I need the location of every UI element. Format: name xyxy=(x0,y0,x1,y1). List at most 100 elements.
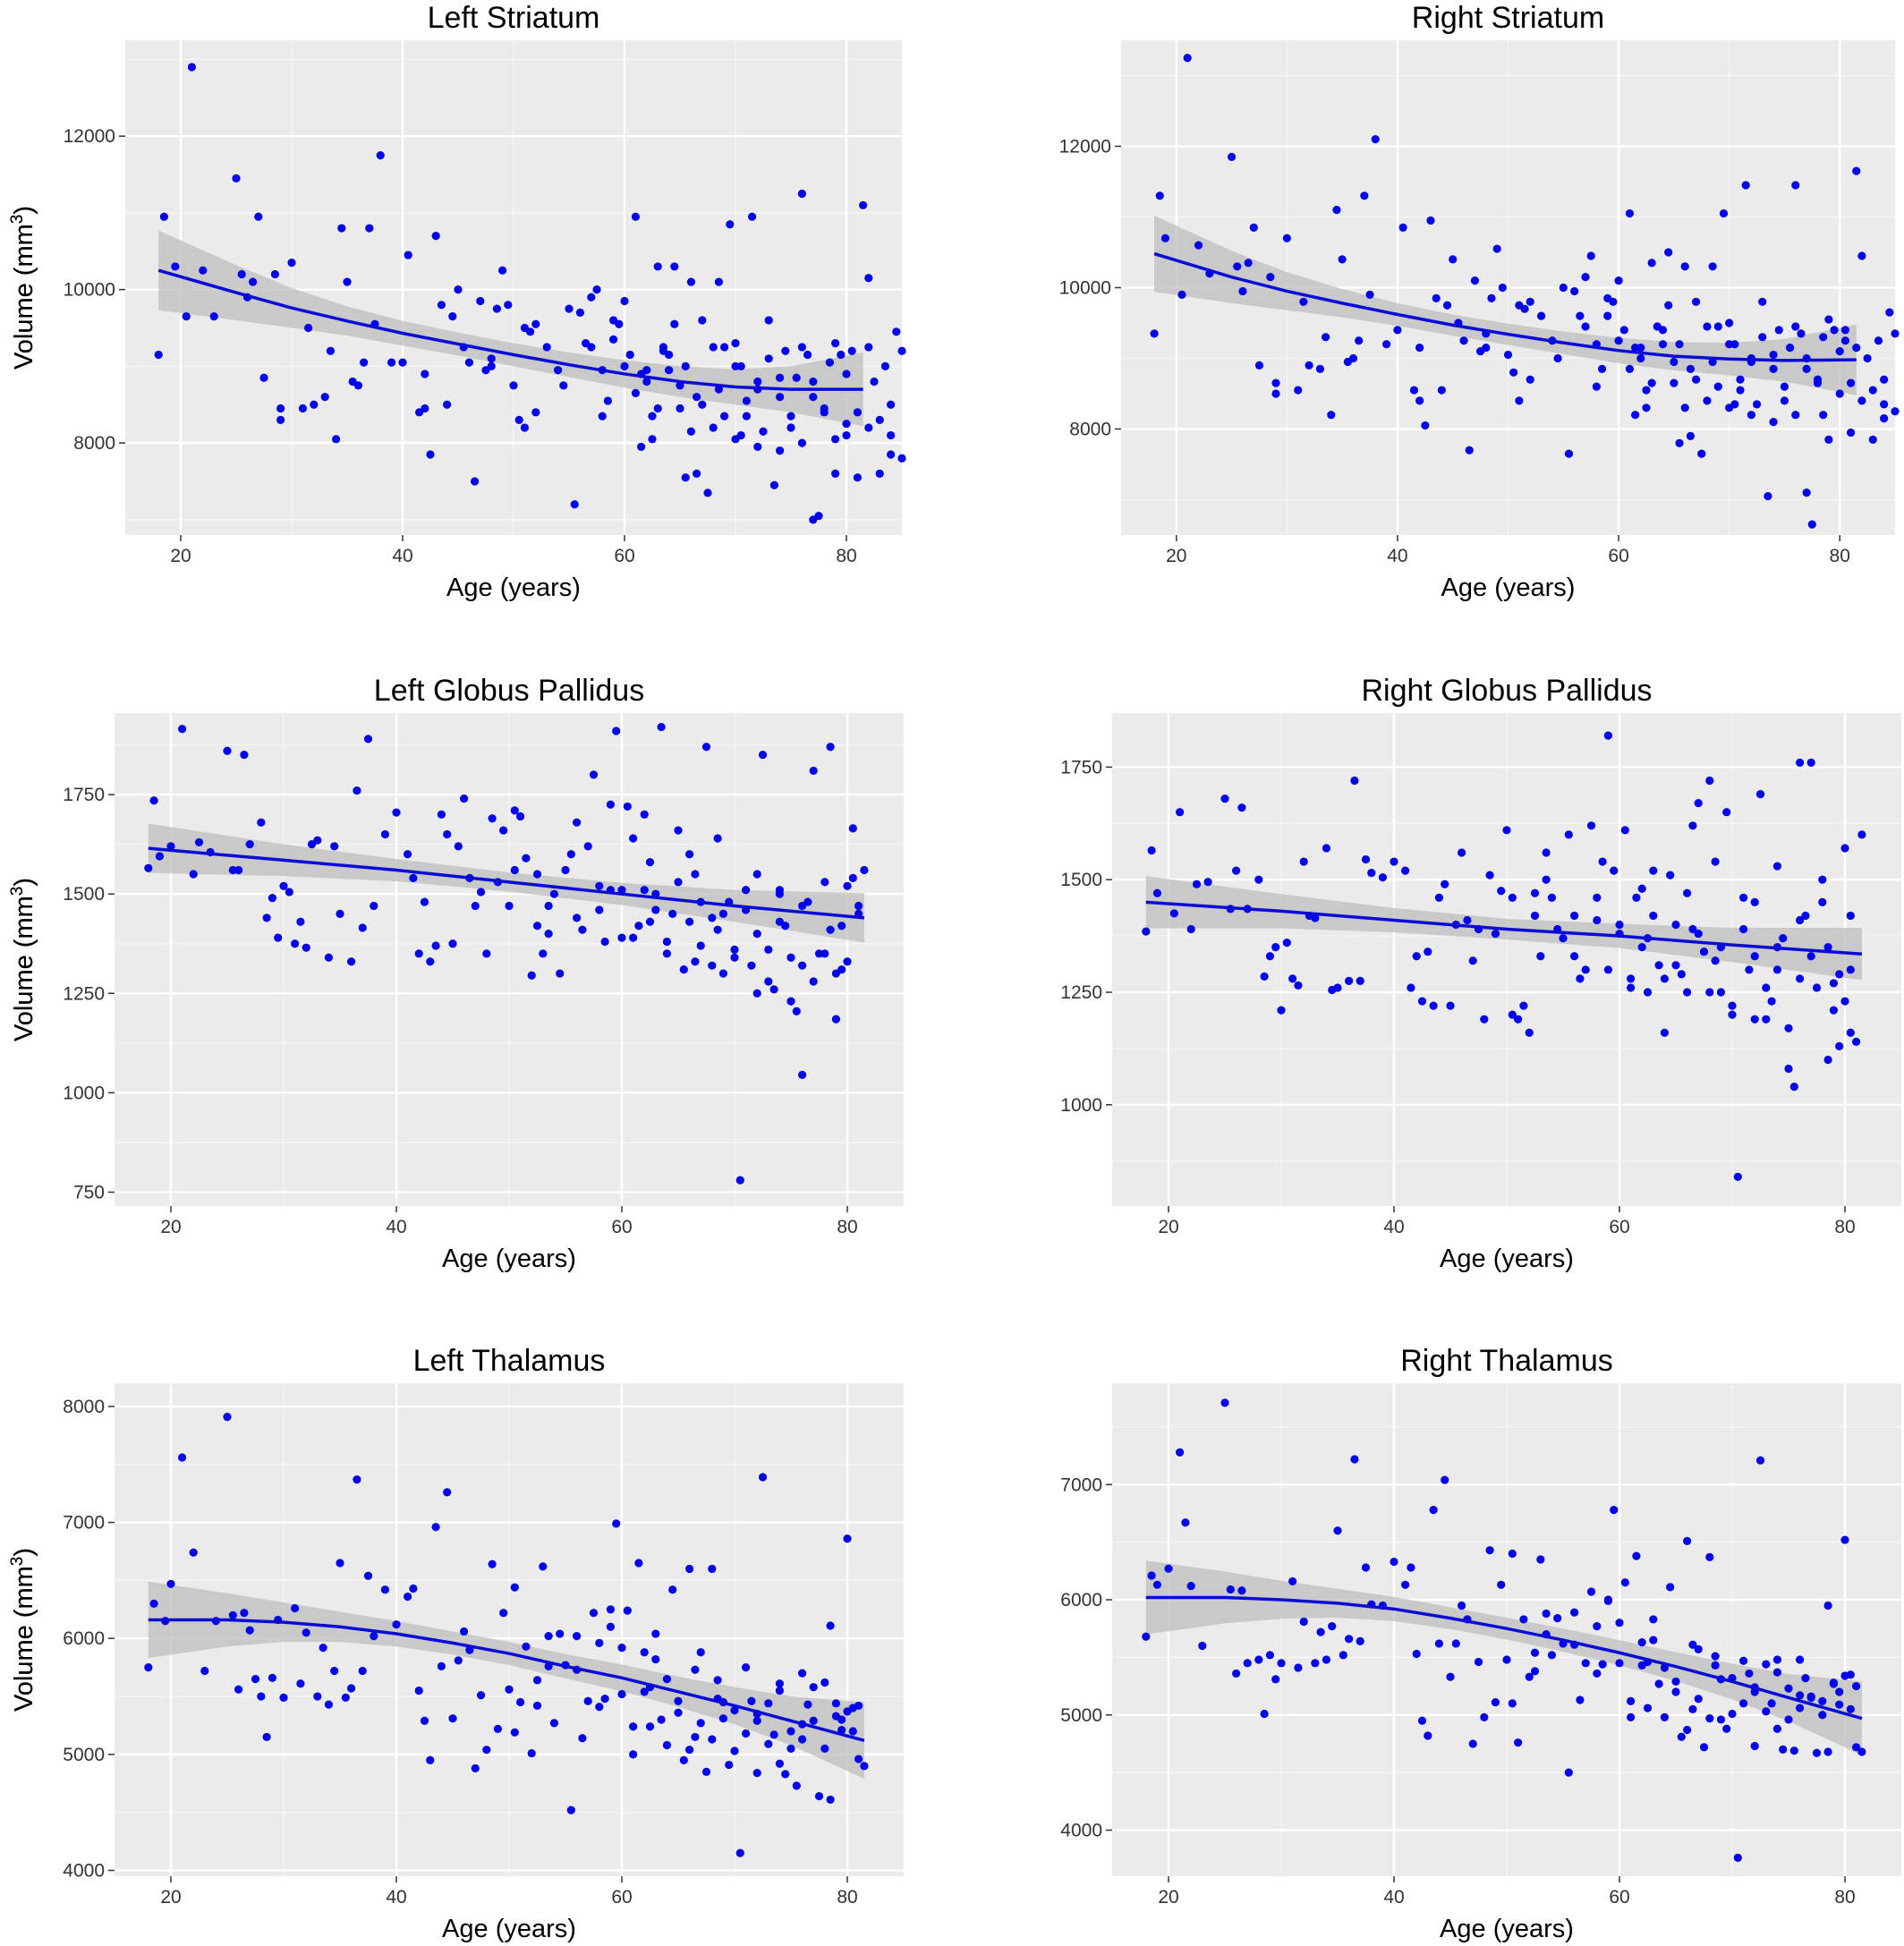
x-axis-label: Age (years) xyxy=(442,1245,576,1273)
data-point xyxy=(320,393,329,402)
data-point xyxy=(1508,1010,1517,1019)
data-point xyxy=(1176,1448,1185,1457)
data-point xyxy=(488,814,497,823)
data-point xyxy=(1238,286,1247,296)
data-point xyxy=(1519,1615,1528,1624)
data-point xyxy=(1868,435,1877,444)
data-point xyxy=(437,1661,446,1670)
data-point xyxy=(864,274,873,283)
data-point xyxy=(1857,251,1866,260)
data-point xyxy=(842,370,851,378)
data-point xyxy=(1694,929,1703,939)
data-point xyxy=(892,327,901,336)
data-point xyxy=(1294,1663,1303,1672)
data-point xyxy=(1519,1001,1528,1010)
data-point xyxy=(565,304,574,313)
data-point xyxy=(1739,1699,1748,1708)
data-point xyxy=(409,1584,418,1593)
data-point xyxy=(313,1692,322,1701)
data-point xyxy=(897,454,906,463)
data-point xyxy=(853,473,863,482)
data-point xyxy=(847,346,856,355)
data-point xyxy=(662,1740,672,1750)
data-point xyxy=(1660,1028,1669,1037)
data-point xyxy=(1152,888,1161,897)
fit-line xyxy=(157,268,863,391)
data-point xyxy=(556,969,565,978)
data-point xyxy=(1625,364,1635,373)
data-point xyxy=(1801,1673,1810,1683)
data-point xyxy=(245,840,254,849)
data-point xyxy=(1412,1649,1421,1659)
data-point xyxy=(1220,795,1229,803)
data-point xyxy=(775,1679,785,1688)
data-point xyxy=(769,1730,778,1739)
data-point xyxy=(279,1693,288,1702)
data-point xyxy=(1271,378,1280,387)
data-point xyxy=(476,1691,486,1700)
data-point xyxy=(603,396,613,405)
data-point xyxy=(1526,375,1534,384)
data-point xyxy=(426,1755,435,1764)
data-point xyxy=(1733,1172,1742,1181)
data-point xyxy=(786,953,795,962)
data-point xyxy=(1485,871,1494,880)
data-point xyxy=(1857,830,1866,839)
data-point xyxy=(1598,857,1607,866)
data-point xyxy=(595,1703,604,1712)
data-point xyxy=(1750,952,1759,961)
data-point xyxy=(730,945,739,954)
x-tick-label: 40 xyxy=(392,546,412,566)
data-point xyxy=(1311,914,1320,922)
data-point xyxy=(1784,1684,1793,1693)
x-tick-label: 40 xyxy=(1383,1887,1404,1908)
data-point xyxy=(144,863,153,872)
data-point xyxy=(720,412,729,421)
data-point xyxy=(1688,924,1697,934)
data-point xyxy=(1586,1587,1596,1596)
data-point xyxy=(302,1628,310,1637)
data-point xyxy=(358,1666,367,1676)
data-point xyxy=(1636,344,1645,353)
data-point xyxy=(1593,915,1602,925)
data-point xyxy=(324,1700,333,1709)
confidence-band xyxy=(158,230,863,427)
data-point xyxy=(752,1769,761,1778)
data-point xyxy=(826,1795,835,1805)
data-point xyxy=(1381,340,1391,349)
panel-right-thalamus: 20 40 60 80 4000 5000 6000 7000 Right Thalamus A… xyxy=(8,1344,1901,1943)
x-tick-label: 40 xyxy=(1387,546,1407,566)
data-point xyxy=(1615,1619,1624,1627)
data-point xyxy=(1694,1695,1703,1704)
data-point xyxy=(578,925,587,934)
data-point xyxy=(686,277,696,286)
data-point xyxy=(471,901,480,911)
data-point xyxy=(1192,880,1202,888)
data-point xyxy=(714,385,724,394)
data-point xyxy=(505,1685,514,1694)
data-point xyxy=(595,905,604,914)
x-tick-label: 60 xyxy=(1609,1217,1629,1237)
data-point xyxy=(1603,965,1612,974)
data-point xyxy=(606,1622,616,1631)
data-point xyxy=(859,200,868,209)
data-point xyxy=(1459,336,1468,345)
data-point xyxy=(1164,1564,1173,1573)
data-point xyxy=(809,977,818,986)
data-point xyxy=(1660,974,1669,983)
data-point xyxy=(720,343,729,352)
data-point xyxy=(336,909,344,918)
data-point xyxy=(600,1695,609,1704)
y-tick-label: 1750 xyxy=(63,785,105,805)
data-point xyxy=(1350,776,1359,786)
data-point xyxy=(713,925,722,934)
data-point xyxy=(296,1679,305,1688)
data-point xyxy=(679,965,688,974)
data-point xyxy=(713,1676,722,1685)
y-tick-label: 8000 xyxy=(1069,420,1111,440)
data-point xyxy=(887,400,896,409)
y-axis-label: Volume (mm3) xyxy=(8,1548,38,1712)
data-point xyxy=(1147,1571,1156,1580)
data-point xyxy=(1553,1614,1562,1623)
data-point xyxy=(1789,1746,1798,1755)
